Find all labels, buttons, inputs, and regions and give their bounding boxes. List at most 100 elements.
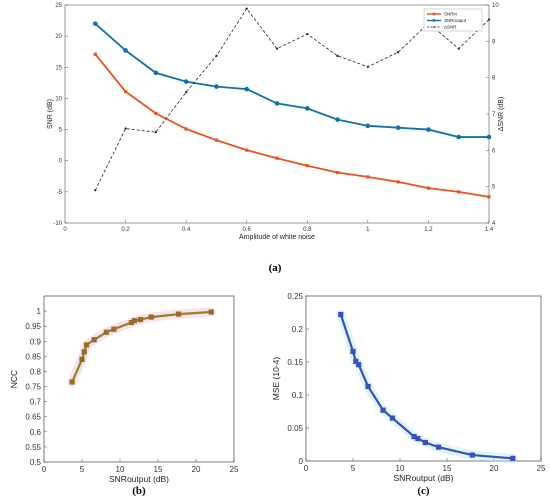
data-point bbox=[350, 348, 356, 355]
data-point bbox=[245, 148, 249, 152]
x-tick-label: 15 bbox=[443, 464, 452, 473]
data-point bbox=[103, 329, 109, 335]
data-point bbox=[244, 86, 250, 92]
data-point bbox=[487, 18, 491, 21]
data-point bbox=[426, 186, 431, 190]
y-tick-label: 0.65 bbox=[25, 413, 41, 422]
x-tick-label: 0.6 bbox=[243, 227, 252, 233]
data-point bbox=[353, 358, 359, 364]
chart-b: 0 5 10 15 20 25 0.5 0.55 0.6 0.65 0.7 0.75 0.8 0.85 0.… bbox=[9, 295, 239, 497]
data-point bbox=[487, 195, 491, 199]
series-line-SNRin bbox=[94, 53, 490, 198]
data-point bbox=[123, 48, 128, 53]
series-line-SNRoutput bbox=[94, 23, 489, 138]
data-point bbox=[214, 84, 219, 89]
data-point bbox=[215, 54, 218, 57]
x-tick-label: 0.2 bbox=[121, 227, 130, 233]
y-tick-label: 0.15 bbox=[287, 358, 303, 367]
data-point bbox=[81, 349, 87, 355]
data-point bbox=[275, 47, 279, 50]
y-tick-label: 0.1 bbox=[292, 391, 304, 400]
legend-label: ΔSNR bbox=[444, 25, 457, 30]
y2-tick-label: 5 bbox=[492, 185, 496, 191]
y-tick-label: 5 bbox=[59, 128, 63, 134]
data-point bbox=[183, 79, 189, 84]
y2-tick-label: 7 bbox=[492, 112, 496, 118]
data-point bbox=[175, 311, 182, 317]
data-point bbox=[184, 127, 188, 131]
data-point bbox=[380, 407, 386, 413]
data-point bbox=[274, 101, 280, 106]
y-tick-label: 15 bbox=[55, 65, 62, 71]
data-point bbox=[185, 91, 188, 94]
x-tick-label: 5 bbox=[80, 465, 85, 474]
legend-marker bbox=[432, 19, 436, 22]
y-tick-label: 0.7 bbox=[30, 398, 42, 407]
data-point bbox=[395, 125, 401, 131]
data-point bbox=[335, 170, 340, 175]
y-tick-label: 0 bbox=[299, 457, 304, 466]
x-tick-label: 1.2 bbox=[424, 227, 433, 233]
y-tick-label: 0.9 bbox=[30, 337, 42, 346]
y2-axis-label: ΔSNR (dB) bbox=[498, 97, 505, 132]
data-point bbox=[148, 314, 154, 320]
y-tick-label: 0.5 bbox=[30, 458, 42, 467]
y2-tick-label: 6 bbox=[492, 148, 496, 154]
y-tick-label: 0.55 bbox=[25, 443, 41, 452]
data-point bbox=[411, 433, 417, 440]
caption-a: (a) bbox=[269, 262, 282, 274]
data-point bbox=[154, 131, 157, 134]
data-point bbox=[304, 106, 310, 111]
legend-label: SNRin bbox=[444, 12, 458, 17]
plot-area-a bbox=[64, 4, 490, 224]
data-point bbox=[275, 156, 279, 160]
data-point bbox=[422, 439, 428, 446]
y-tick-label: 10 bbox=[55, 96, 62, 102]
data-point bbox=[457, 190, 461, 194]
data-point bbox=[338, 311, 344, 318]
x-tick-label: 15 bbox=[154, 465, 163, 474]
data-point bbox=[365, 383, 371, 390]
data-point bbox=[245, 7, 248, 10]
data-point bbox=[131, 318, 138, 324]
x-tick-label: 25 bbox=[537, 464, 546, 473]
plot-area-c bbox=[305, 295, 542, 462]
data-point bbox=[93, 52, 97, 56]
y-tick-label: 0.85 bbox=[25, 352, 41, 361]
x-tick-label: 25 bbox=[230, 465, 239, 474]
y2-tick-label: 9 bbox=[492, 39, 496, 45]
data-point bbox=[124, 127, 127, 130]
data-point bbox=[356, 362, 362, 368]
y-tick-label: 0.2 bbox=[292, 325, 304, 334]
data-point bbox=[469, 452, 475, 458]
y-tick-label: 0.25 bbox=[287, 292, 303, 301]
x-tick-label: 1 bbox=[366, 227, 370, 233]
y-tick-label: 1 bbox=[37, 307, 42, 316]
x-tick-label: 0.4 bbox=[182, 227, 191, 233]
data-point bbox=[137, 316, 144, 323]
data-point bbox=[128, 319, 134, 326]
data-point bbox=[111, 326, 117, 332]
data-point bbox=[91, 337, 97, 343]
legend-marker bbox=[433, 26, 435, 28]
x-tick-label: 0 bbox=[42, 465, 47, 474]
series-line-ΔSNR bbox=[94, 7, 490, 191]
caption-b: (b) bbox=[132, 485, 146, 497]
x-axis-label: SNRoutput (dB) bbox=[109, 474, 169, 484]
data-point bbox=[456, 134, 462, 140]
x-tick-label: 0.8 bbox=[303, 227, 312, 233]
data-point bbox=[83, 342, 90, 348]
x-tick-label: 1.4 bbox=[485, 227, 494, 233]
y2-tick-label: 10 bbox=[492, 3, 499, 9]
data-point bbox=[426, 127, 431, 132]
data-point bbox=[486, 134, 492, 140]
x-axis-label: SNRoutput (dB) bbox=[394, 473, 454, 483]
y2-tick-label: 4 bbox=[492, 221, 496, 227]
y-tick-label: 0.75 bbox=[25, 383, 41, 392]
data-point bbox=[457, 47, 460, 50]
y-axis-label: MSE (10-4) bbox=[271, 357, 281, 401]
data-point bbox=[397, 51, 400, 54]
x-tick-label: 0 bbox=[63, 227, 67, 233]
